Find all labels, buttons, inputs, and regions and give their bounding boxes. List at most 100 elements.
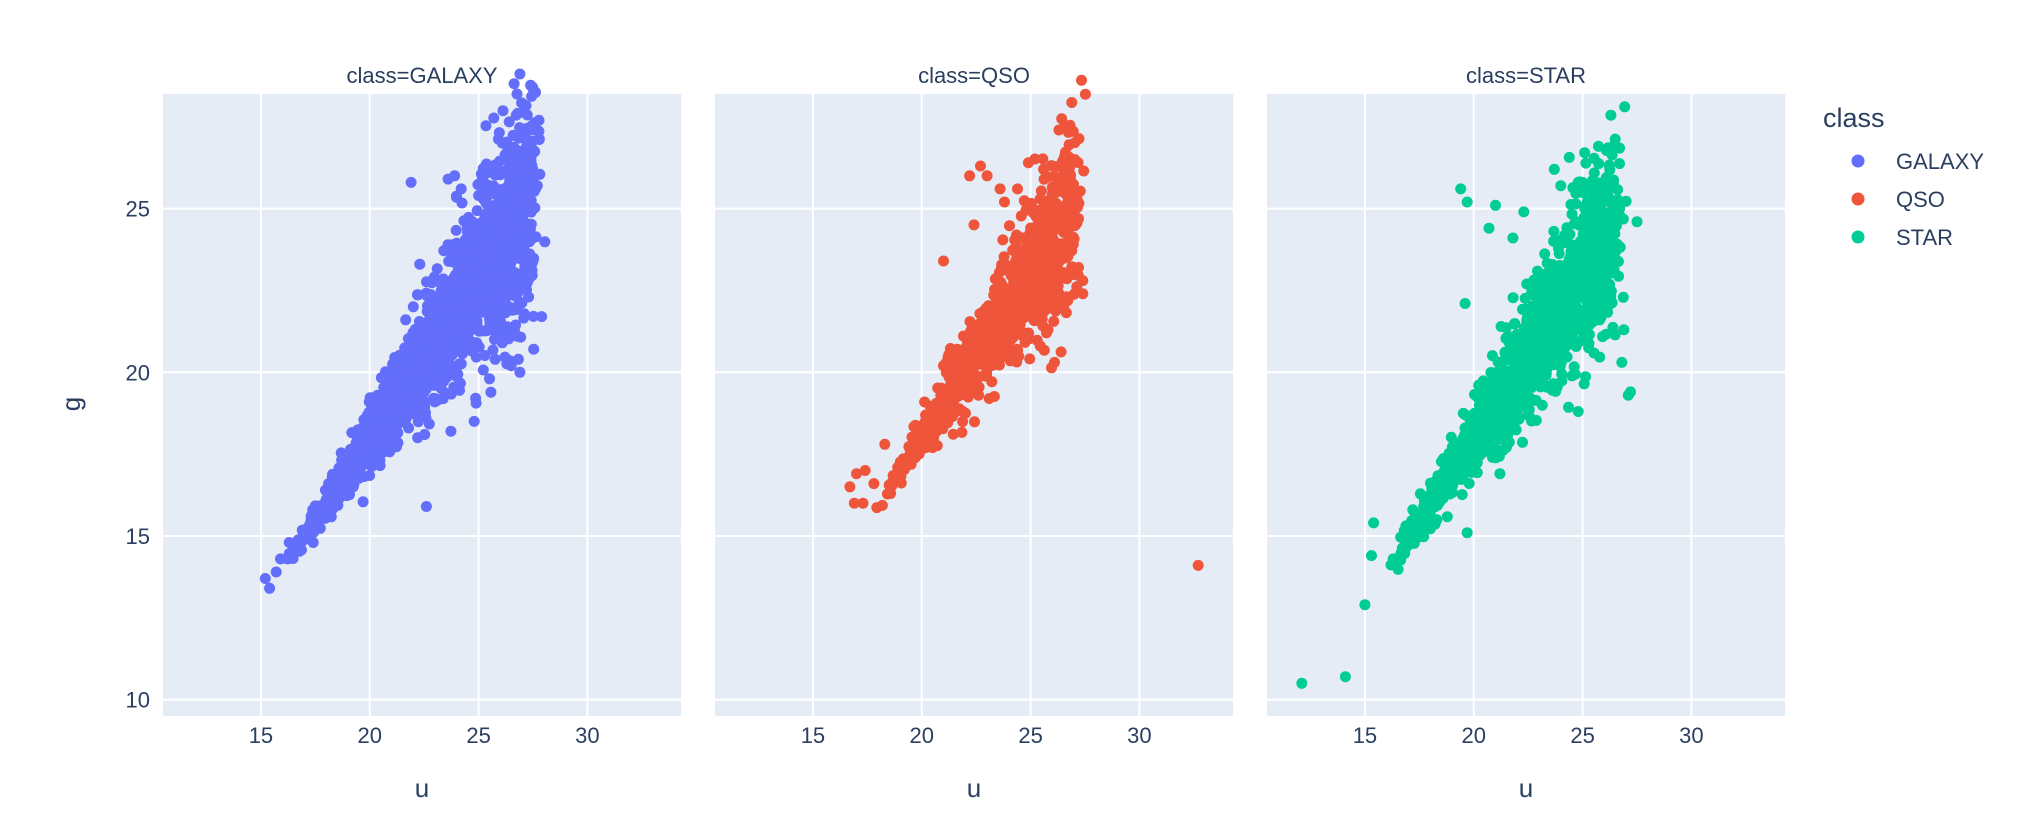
data-point	[1059, 146, 1071, 158]
data-point	[1609, 329, 1621, 341]
data-point	[413, 391, 425, 402]
data-point	[365, 439, 377, 451]
data-point	[415, 327, 427, 339]
data-point	[431, 263, 443, 275]
x-tick-label: 30	[575, 723, 599, 748]
data-point	[425, 333, 437, 344]
data-point	[1065, 205, 1077, 217]
data-point	[1605, 294, 1617, 306]
data-point	[1544, 269, 1556, 281]
data-point	[1022, 157, 1034, 169]
data-point	[904, 444, 916, 456]
data-point	[436, 278, 447, 290]
data-point	[857, 497, 869, 509]
legend-label: STAR	[1896, 225, 1953, 250]
x-axis-title: u	[415, 773, 429, 803]
data-point	[438, 386, 450, 398]
data-point	[1444, 462, 1456, 474]
data-point	[1339, 671, 1351, 683]
data-point	[528, 310, 539, 322]
legend-item-qso[interactable]: QSO	[1851, 187, 1945, 212]
data-point	[1407, 504, 1419, 516]
data-point	[1546, 326, 1558, 338]
data-point	[1038, 163, 1050, 175]
data-point	[1559, 229, 1571, 241]
data-point	[1077, 275, 1089, 287]
data-point	[438, 364, 449, 376]
data-point	[1551, 336, 1563, 348]
data-point	[1604, 164, 1616, 176]
data-point	[1066, 97, 1078, 108]
data-point	[1027, 206, 1039, 218]
data-point	[1451, 446, 1463, 458]
data-point	[321, 502, 333, 514]
data-point	[1566, 370, 1578, 382]
data-point	[1567, 262, 1579, 274]
data-point	[503, 333, 515, 345]
data-point	[1069, 218, 1080, 230]
data-point	[1192, 559, 1204, 571]
data-point	[1431, 514, 1443, 526]
data-point	[1009, 243, 1021, 255]
data-point	[1035, 185, 1047, 197]
data-point	[1056, 113, 1068, 125]
facet-panel-star: class=STAR 15 20 25 30 u	[1267, 63, 1785, 803]
data-point	[1513, 402, 1525, 414]
data-point	[411, 289, 423, 301]
data-point	[518, 153, 530, 165]
data-point	[413, 316, 425, 327]
data-point	[400, 314, 412, 326]
data-point	[438, 314, 450, 326]
data-point	[1440, 484, 1451, 496]
data-point	[518, 308, 530, 320]
data-point	[1459, 298, 1471, 309]
data-point	[1597, 331, 1608, 343]
data-point	[1577, 187, 1589, 199]
data-point	[958, 330, 969, 342]
data-point	[1041, 284, 1053, 296]
data-point	[981, 170, 993, 182]
legend-item-galaxy[interactable]: GALAXY	[1851, 149, 1985, 174]
data-point	[391, 398, 403, 410]
series-galaxy-points	[259, 68, 551, 594]
data-point	[497, 198, 509, 210]
data-point	[536, 311, 548, 323]
data-point	[909, 430, 921, 442]
data-point	[364, 470, 376, 481]
data-point	[514, 296, 525, 308]
data-point	[517, 279, 529, 291]
data-point	[1583, 338, 1595, 349]
data-point	[477, 229, 489, 241]
data-point	[1016, 255, 1028, 267]
data-point	[1004, 220, 1015, 232]
data-point	[1048, 185, 1060, 197]
data-point	[1009, 234, 1021, 246]
data-point	[466, 345, 478, 357]
x-tick-label: 30	[1679, 723, 1703, 748]
data-point	[483, 251, 494, 263]
data-point	[1019, 336, 1031, 348]
data-point	[1456, 489, 1468, 501]
data-point	[1498, 431, 1510, 443]
data-point	[358, 445, 369, 457]
data-point	[1073, 262, 1084, 273]
data-point	[514, 122, 526, 134]
data-point	[1486, 350, 1498, 362]
data-point	[1049, 300, 1061, 312]
data-point	[848, 497, 860, 509]
data-point	[356, 461, 368, 472]
data-point	[270, 566, 282, 578]
data-point	[1614, 158, 1625, 170]
data-point	[1507, 232, 1519, 244]
data-point	[344, 466, 356, 478]
legend-item-star[interactable]: STAR	[1851, 225, 1954, 250]
data-point	[1024, 353, 1036, 365]
data-point	[1563, 401, 1574, 413]
data-point	[974, 308, 986, 320]
data-point	[1048, 315, 1060, 327]
data-point	[528, 185, 540, 197]
data-point	[1605, 109, 1617, 121]
data-point	[1042, 324, 1054, 336]
data-point	[1484, 413, 1496, 425]
data-point	[1039, 247, 1050, 259]
